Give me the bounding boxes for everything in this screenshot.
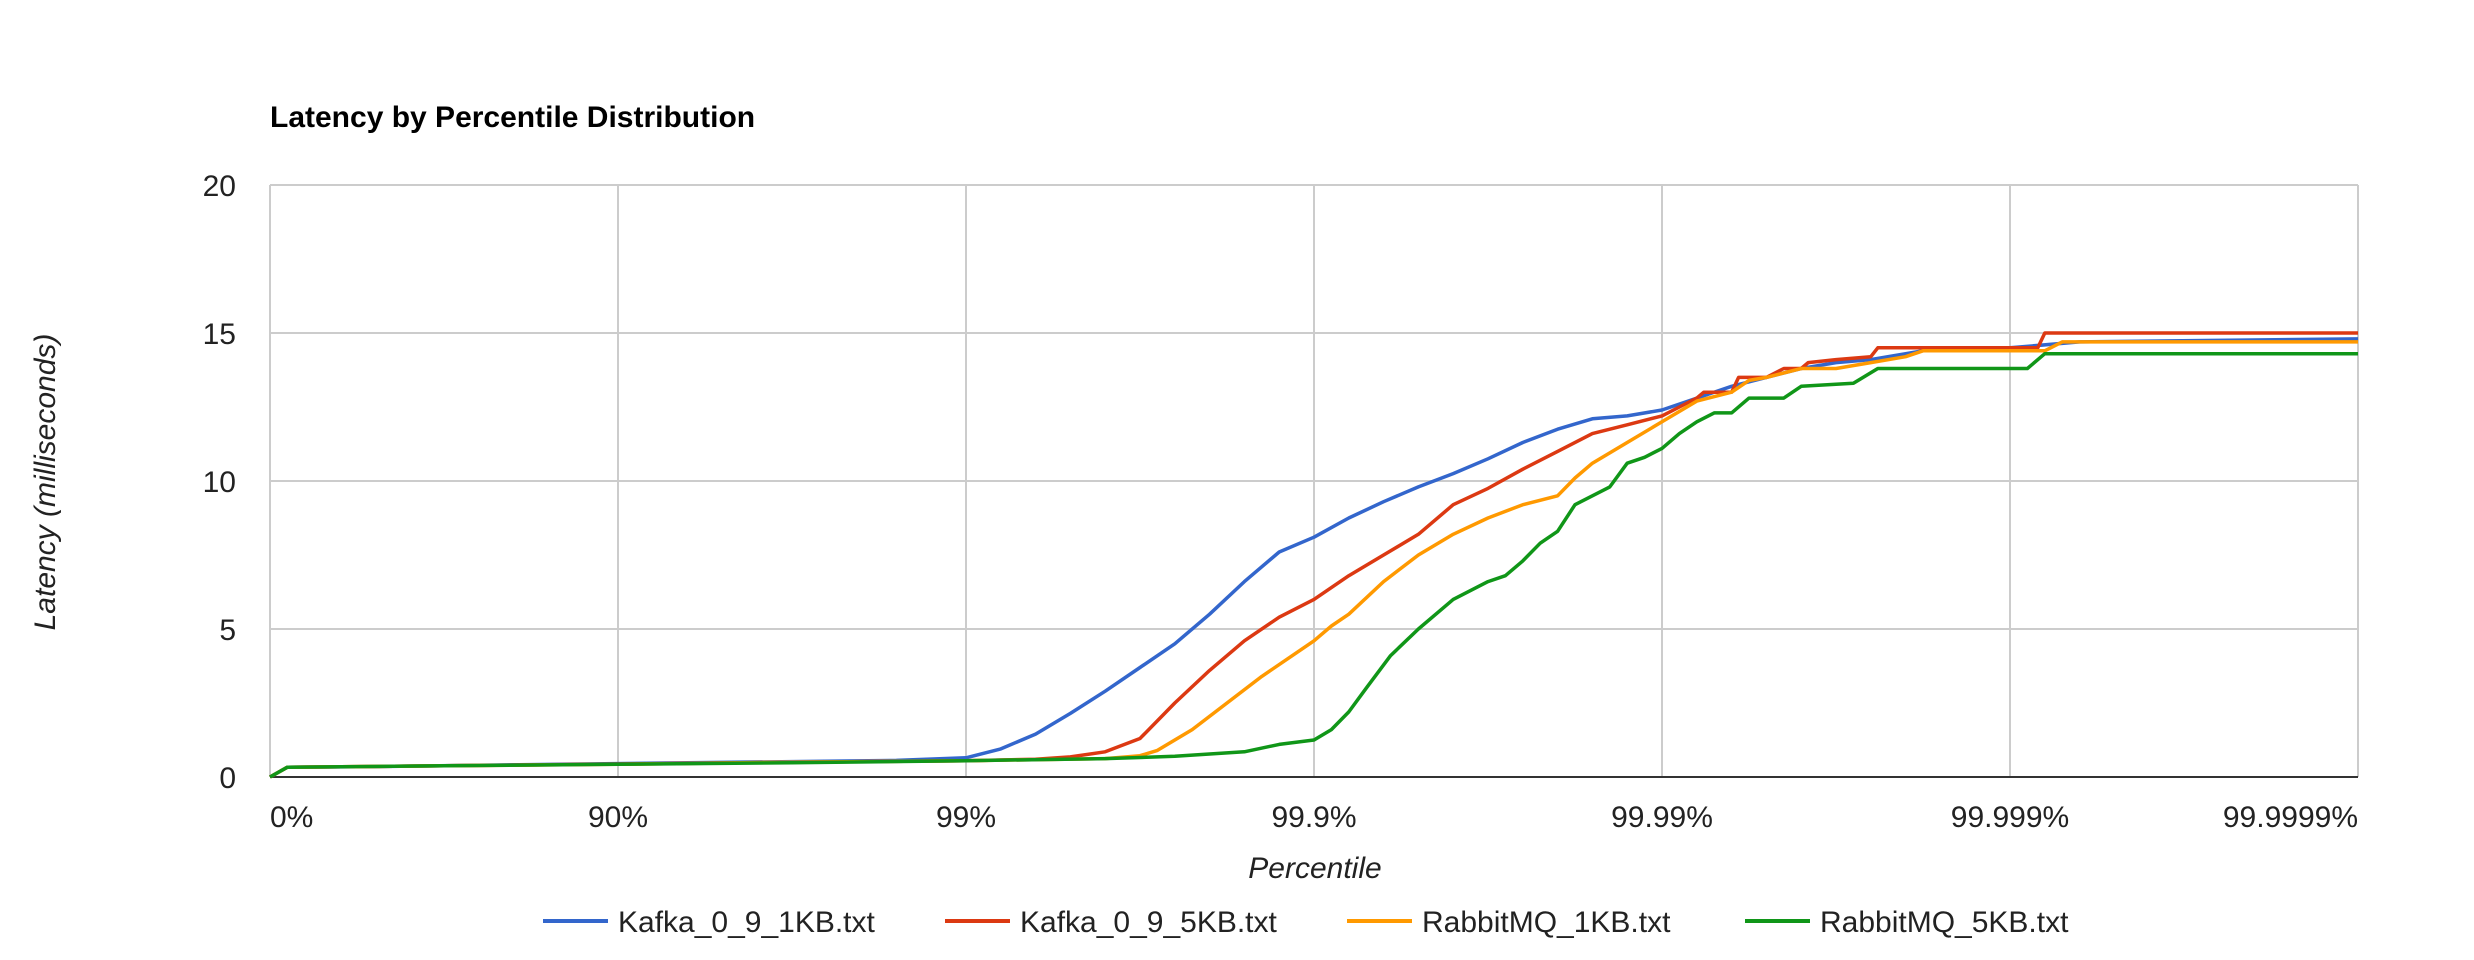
y-tick-label: 15	[203, 318, 236, 351]
x-tick-label: 99.9%	[1271, 801, 1356, 834]
grid	[269, 184, 2359, 778]
y-tick-label: 5	[219, 614, 236, 647]
chart-title: Latency by Percentile Distribution	[270, 101, 755, 134]
x-tick-labels: 0% 90% 99% 99.9% 99.99% 99.999% 99.9999%	[270, 801, 2358, 834]
series-line-4	[269, 351, 2358, 779]
x-tick-label: 99.999%	[1951, 801, 2069, 834]
legend-item: RabbitMQ_1KB.txt	[1347, 906, 1671, 939]
x-tick-label: 99.99%	[1611, 801, 1713, 834]
legend-item: Kafka_0_9_1KB.txt	[543, 906, 876, 939]
legend-label: RabbitMQ_1KB.txt	[1422, 906, 1671, 939]
x-axis-label: Percentile	[1248, 852, 1381, 885]
y-tick-labels: 0 5 10 15 20	[203, 170, 236, 795]
series-group	[269, 331, 2359, 779]
y-tick-label: 20	[203, 170, 236, 203]
x-tick-label: 90%	[588, 801, 648, 834]
legend-label: Kafka_0_9_1KB.txt	[618, 906, 876, 939]
y-tick-label: 10	[203, 466, 236, 499]
legend-item: RabbitMQ_5KB.txt	[1745, 906, 2069, 939]
y-tick-label: 0	[219, 762, 236, 795]
x-tick-label: 99%	[936, 801, 996, 834]
legend-label: Kafka_0_9_5KB.txt	[1020, 906, 1278, 939]
x-tick-label: 0%	[270, 801, 313, 834]
legend-label: RabbitMQ_5KB.txt	[1820, 906, 2069, 939]
y-axis-label: Latency (milliseconds)	[29, 334, 62, 631]
legend: Kafka_0_9_1KB.txt Kafka_0_9_5KB.txt Rabbit…	[543, 906, 2069, 939]
x-tick-label: 99.9999%	[2223, 801, 2358, 834]
legend-item: Kafka_0_9_5KB.txt	[945, 906, 1278, 939]
